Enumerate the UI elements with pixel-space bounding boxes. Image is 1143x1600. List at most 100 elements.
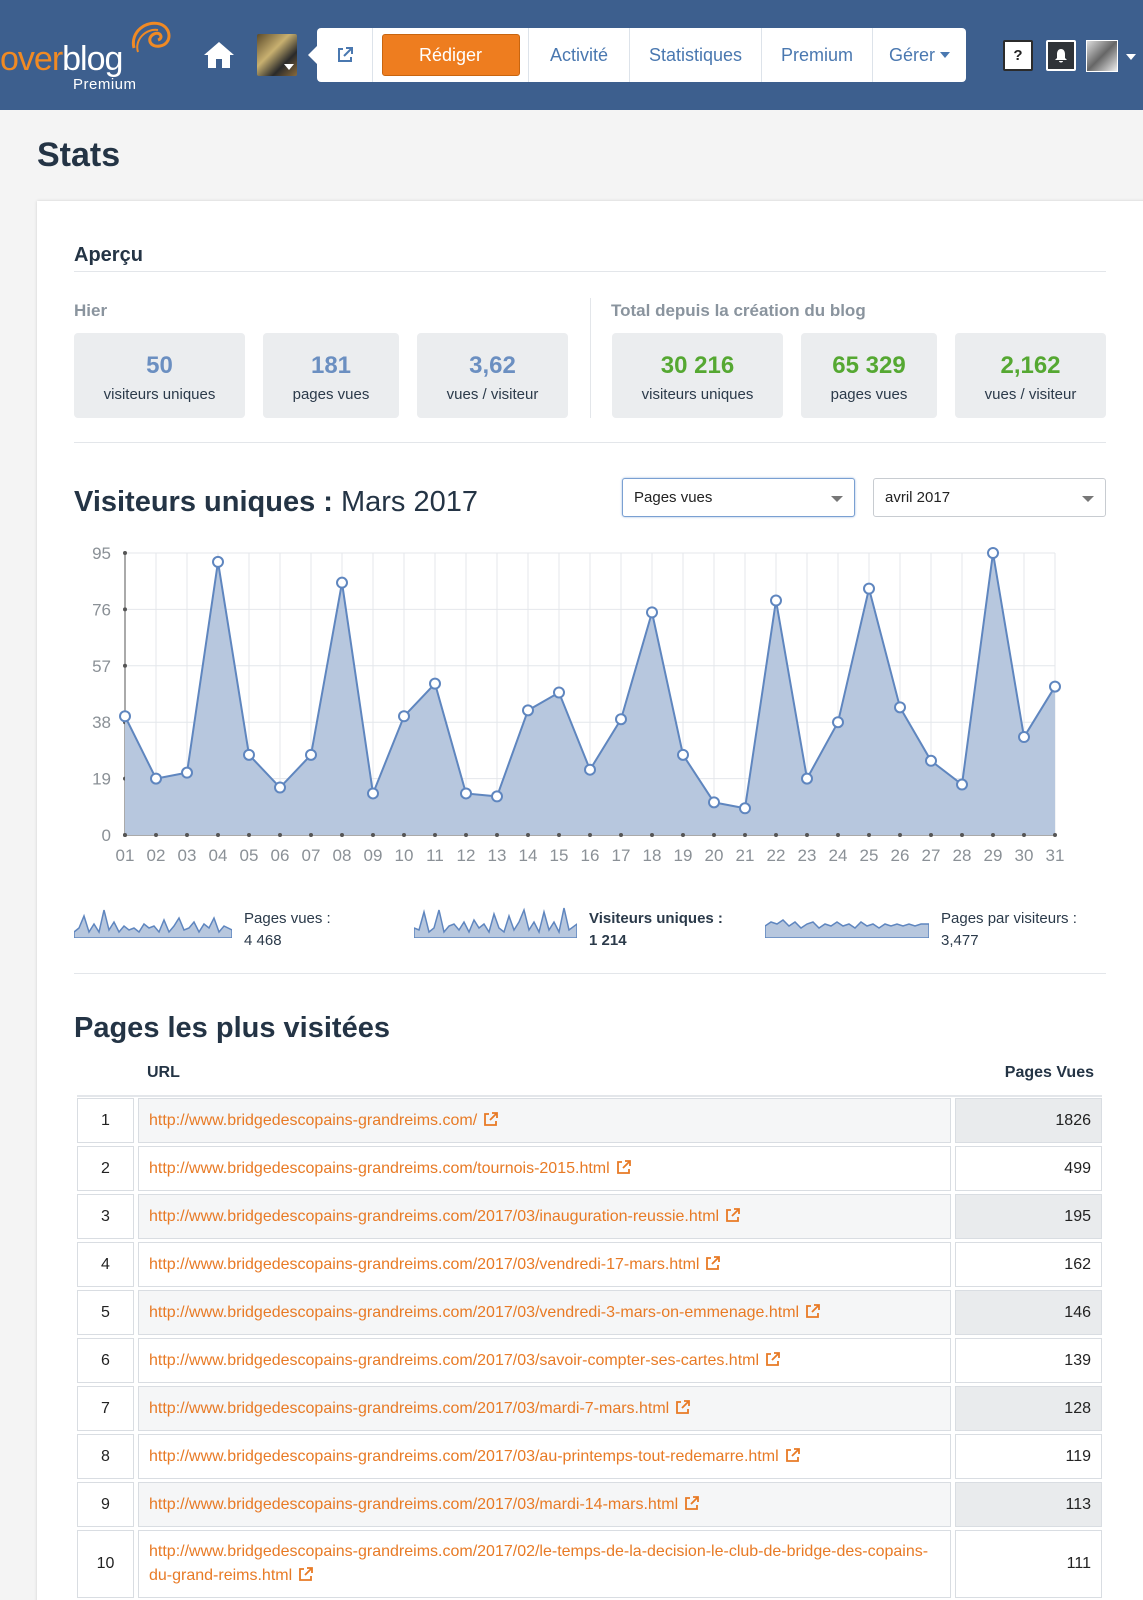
- x-tick-mark: [433, 833, 437, 837]
- page-url-link[interactable]: http://www.bridgedescopains-grandreims.c…: [149, 1205, 741, 1229]
- stat-value: 30 216: [660, 352, 735, 379]
- row-rank: 7: [77, 1386, 134, 1431]
- x-tick-label: 01: [116, 846, 135, 865]
- data-point: [770, 594, 782, 607]
- data-point: [367, 787, 379, 800]
- stat-box-yesterday-pages: 181 pages vues: [263, 333, 399, 418]
- x-tick-mark: [1022, 833, 1026, 837]
- y-tick-label: 95: [92, 544, 111, 563]
- row-rank: 2: [77, 1146, 134, 1191]
- x-tick-label: 11: [426, 846, 444, 865]
- row-rank: 3: [77, 1194, 134, 1239]
- overview-title: Aperçu: [74, 244, 143, 266]
- stat-label: vues / visiteur: [446, 386, 539, 403]
- page-url-link[interactable]: http://www.bridgedescopains-grandreims.c…: [149, 1109, 499, 1133]
- main-nav: Rédiger Activité Statistiques Premium Gé…: [308, 28, 966, 82]
- row-views: 195: [955, 1194, 1102, 1239]
- page-url-text: http://www.bridgedescopains-grandreims.c…: [149, 1447, 779, 1465]
- logo-word-part1: over: [0, 40, 63, 78]
- page-url-text: http://www.bridgedescopains-grandreims.c…: [149, 1399, 670, 1417]
- x-tick-label: 15: [550, 846, 569, 865]
- user-avatar[interactable]: [1086, 40, 1118, 72]
- x-tick-mark: [929, 833, 933, 837]
- nav-premium[interactable]: Premium: [761, 28, 872, 82]
- summary-unique-visitors: Visiteurs uniques : 1 214: [589, 908, 723, 952]
- external-link-icon[interactable]: [705, 1255, 721, 1271]
- x-tick-mark: [247, 833, 251, 837]
- chevron-down-icon: [940, 52, 950, 58]
- stat-label: pages vues: [830, 386, 908, 403]
- page-url-link[interactable]: http://www.bridgedescopains-grandreims.c…: [149, 1493, 700, 1517]
- external-link-icon[interactable]: [298, 1566, 314, 1582]
- overblog-logo[interactable]: overblog Premium: [0, 18, 175, 98]
- data-point: [553, 686, 565, 699]
- external-link-icon[interactable]: [725, 1207, 741, 1223]
- summary-label: Pages vues :: [244, 910, 331, 927]
- external-link-icon[interactable]: [675, 1399, 691, 1415]
- table-row: 8 http://www.bridgedescopains-grandreims.…: [77, 1434, 1102, 1479]
- y-tick-label: 19: [92, 770, 111, 789]
- nav-statistics[interactable]: Statistiques: [629, 28, 761, 82]
- summary-value: 3,477: [941, 932, 979, 949]
- data-point: [987, 547, 999, 559]
- x-tick-label: 06: [271, 846, 290, 865]
- data-point: [522, 704, 534, 717]
- page-url-link[interactable]: http://www.bridgedescopains-grandreims.c…: [149, 1397, 691, 1421]
- summary-value: 1 214: [589, 932, 627, 949]
- divider: [74, 271, 1106, 272]
- external-link-icon[interactable]: [785, 1447, 801, 1463]
- data-point: [615, 713, 627, 726]
- chevron-down-icon[interactable]: [1126, 54, 1136, 60]
- x-tick-label: 05: [240, 846, 259, 865]
- x-tick-mark: [154, 833, 158, 837]
- view-blog-button[interactable]: [317, 28, 372, 82]
- nav-manage[interactable]: Gérer: [872, 28, 966, 82]
- page-url-link[interactable]: http://www.bridgedescopains-grandreims.c…: [149, 1301, 821, 1325]
- row-rank: 9: [77, 1482, 134, 1527]
- data-point: [460, 787, 472, 800]
- visitors-area-chart: 0 19 38 57 76 95 01 02 03 04 05 06 07 08 09 10 11 12 13 14 1…: [92, 544, 1064, 865]
- external-link-icon[interactable]: [765, 1351, 781, 1367]
- row-url-cell: http://www.bridgedescopains-grandreims.c…: [138, 1194, 951, 1239]
- blog-switcher-thumbnail[interactable]: [257, 34, 297, 76]
- nav-activity[interactable]: Activité: [528, 28, 629, 82]
- x-tick-mark: [402, 833, 406, 837]
- logo-word-part2: blog: [62, 40, 123, 78]
- external-link-icon[interactable]: [805, 1303, 821, 1319]
- data-point: [584, 763, 596, 776]
- stat-value: 2,162: [1000, 352, 1061, 379]
- data-point: [305, 748, 317, 761]
- external-link-icon[interactable]: [684, 1495, 700, 1511]
- x-tick-label: 27: [922, 846, 941, 865]
- pages-per-visitor-sparkline: [765, 919, 929, 938]
- x-tick-label: 09: [364, 846, 383, 865]
- page-url-link[interactable]: http://www.bridgedescopains-grandreims.c…: [149, 1540, 950, 1588]
- row-views: 119: [955, 1434, 1102, 1479]
- chart-title: Visiteurs uniques : Mars 2017: [74, 486, 478, 519]
- page-url-link[interactable]: http://www.bridgedescopains-grandreims.c…: [149, 1349, 781, 1373]
- data-point: [646, 606, 658, 619]
- month-select[interactable]: avril 2017: [873, 478, 1106, 517]
- page-url-link[interactable]: http://www.bridgedescopains-grandreims.c…: [149, 1157, 632, 1181]
- summary-value: 4 468: [244, 932, 282, 949]
- x-tick-label: 12: [457, 846, 476, 865]
- row-rank: 10: [77, 1530, 134, 1598]
- page-url-link[interactable]: http://www.bridgedescopains-grandreims.c…: [149, 1445, 801, 1469]
- help-button[interactable]: ?: [1003, 40, 1033, 71]
- nav-manage-label: Gérer: [888, 44, 935, 65]
- home-icon[interactable]: [202, 40, 236, 70]
- column-header-url: URL: [147, 1064, 180, 1081]
- divider: [74, 442, 1106, 443]
- page-url-link[interactable]: http://www.bridgedescopains-grandreims.c…: [149, 1253, 721, 1277]
- notifications-button[interactable]: [1046, 40, 1076, 71]
- stat-box-total-pages: 65 329 pages vues: [801, 333, 937, 418]
- metric-select[interactable]: Pages vues: [622, 478, 855, 517]
- row-rank: 6: [77, 1338, 134, 1383]
- external-link-icon[interactable]: [483, 1111, 499, 1127]
- write-button[interactable]: Rédiger: [381, 34, 520, 76]
- write-nav-item: Rédiger: [372, 28, 528, 82]
- x-tick-label: 13: [488, 846, 507, 865]
- x-tick-label: 29: [984, 846, 1003, 865]
- external-link-icon[interactable]: [616, 1159, 632, 1175]
- summary-pages-views: Pages vues : 4 468: [244, 908, 331, 952]
